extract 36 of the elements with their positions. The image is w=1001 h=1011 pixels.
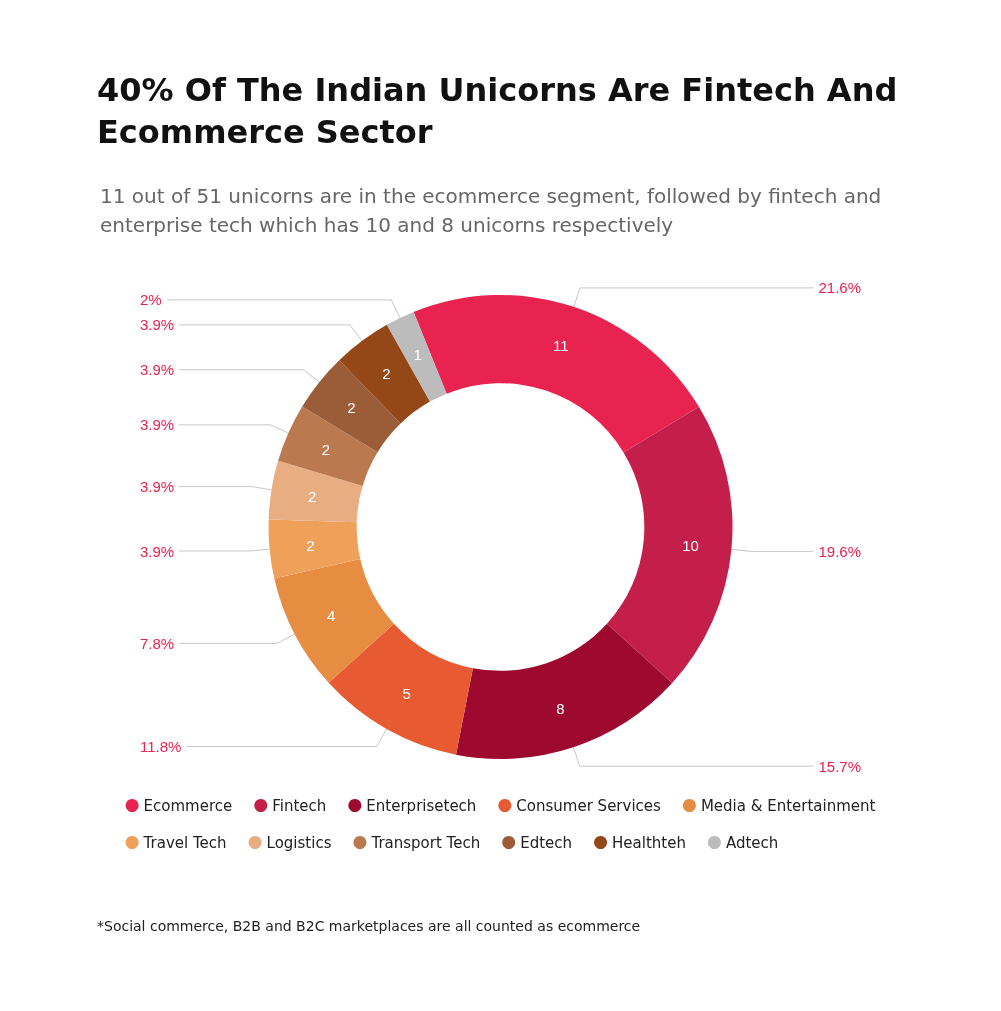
text: 3.9%: [140, 478, 175, 496]
text: 7.8%: [140, 634, 175, 652]
data-label: 2: [307, 487, 317, 505]
legend-label: Edtech: [520, 833, 573, 852]
data-label: 11: [553, 337, 569, 355]
legend-label: Consumer Services: [516, 796, 662, 815]
data-label: 2: [306, 536, 315, 554]
legend-label: Adtech: [725, 833, 779, 852]
data-label: 1: [413, 346, 422, 364]
data-label: 10: [682, 536, 699, 554]
data-label: 5: [402, 684, 411, 702]
data-label: 2: [321, 441, 331, 459]
data-label: 4: [327, 606, 336, 624]
legend-label: Travel Tech: [142, 833, 227, 852]
chart-title: 40% Of The Indian Unicorns Are Fintech And Ecommerce Sector: [97, 70, 899, 153]
data-label: 2: [347, 399, 356, 417]
legend-label: Transport Tech: [370, 833, 481, 852]
text: *Social commerce, B2B and B2C marketplaces are all counted as ecommerce: [97, 918, 641, 934]
legend-label: Fintech: [272, 796, 327, 815]
text: 11.8%: [140, 737, 182, 755]
text: 3.9%: [140, 416, 175, 434]
text: 2%: [140, 291, 162, 309]
data-label: 2: [382, 365, 391, 383]
text: 3.9%: [140, 542, 175, 560]
text: 21.6%: [818, 279, 861, 297]
text: 3.9%: [140, 361, 175, 379]
text: 15.7%: [818, 757, 861, 775]
legend-label: Logistics: [266, 833, 332, 852]
chart-subtitle: 11 out of 51 unicorns are in the ecommerce segment, followed by fintech and enterprise tech which has 10 and 8 unicorns respectively: [100, 183, 883, 239]
legend-label: Media & Entertainment: [700, 796, 876, 815]
text: 3.9%: [140, 316, 175, 334]
data-label: 8: [556, 699, 565, 717]
legend-label: Enterprisetech: [366, 796, 477, 815]
legend-label: Ecommerce: [143, 796, 233, 815]
legend-label: Healthteh: [612, 833, 686, 852]
text: 19.6%: [818, 542, 861, 560]
